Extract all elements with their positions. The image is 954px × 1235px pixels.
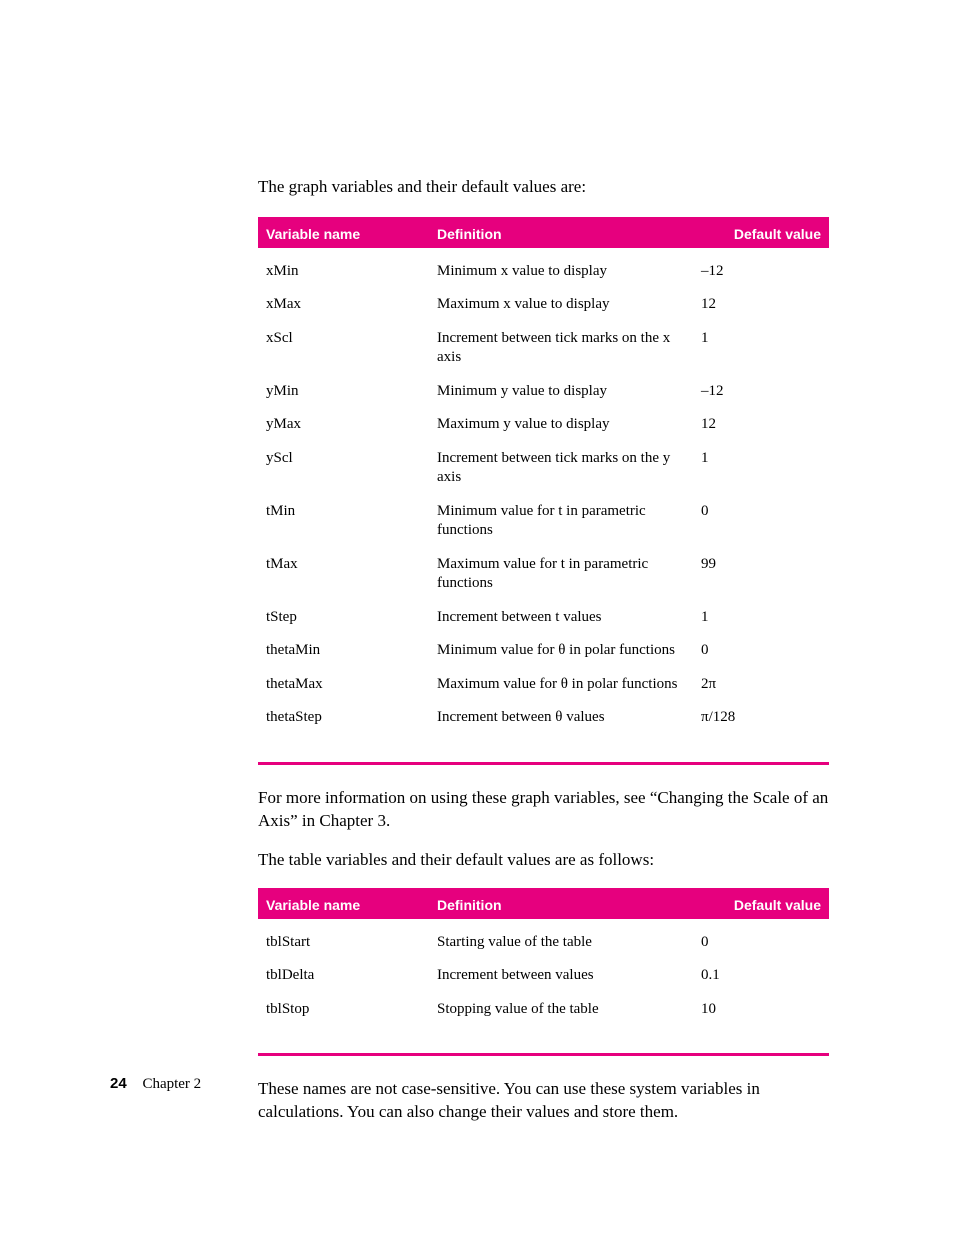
table-row: yMinMinimum y value to display–12 [258, 375, 829, 409]
table-header-row: Variable name Definition Default value [258, 218, 829, 248]
cell-variable-name: yMax [258, 408, 429, 442]
table-variables-table-wrap: Variable name Definition Default value t… [258, 888, 829, 1057]
table-row: thetaMinMinimum value for θ in polar fun… [258, 634, 829, 668]
table-variables-tbody: tblStartStarting value of the table0tblD… [258, 919, 829, 1034]
cell-default-value: 10 [693, 993, 829, 1034]
table-row: tMinMinimum value for t in parametric fu… [258, 495, 829, 548]
cell-definition: Minimum x value to display [429, 248, 693, 289]
table-row: ySclIncrement between tick marks on the … [258, 442, 829, 495]
cell-default-value: 99 [693, 548, 829, 601]
table-row: yMaxMaximum y value to display12 [258, 408, 829, 442]
page-container: The graph variables and their default va… [0, 0, 954, 1235]
cell-default-value: –12 [693, 375, 829, 409]
cell-default-value: 2π [693, 668, 829, 702]
col-header-def: Definition [429, 889, 693, 919]
cell-variable-name: tblDelta [258, 959, 429, 993]
cell-default-value: 1 [693, 601, 829, 635]
cell-definition: Maximum x value to display [429, 288, 693, 322]
table-row: tblStopStopping value of the table10 [258, 993, 829, 1034]
cell-default-value: 0.1 [693, 959, 829, 993]
table-row: thetaStepIncrement between θ valuesπ/128 [258, 701, 829, 742]
cell-default-value: 12 [693, 288, 829, 322]
cell-variable-name: xScl [258, 322, 429, 375]
cell-variable-name: thetaMin [258, 634, 429, 668]
intro-paragraph-2: The table variables and their default va… [258, 849, 829, 872]
cell-definition: Increment between θ values [429, 701, 693, 742]
col-header-default: Default value [693, 889, 829, 919]
cell-variable-name: thetaMax [258, 668, 429, 702]
cell-definition: Increment between t values [429, 601, 693, 635]
cell-definition: Increment between tick marks on the x ax… [429, 322, 693, 375]
table-row: thetaMaxMaximum value for θ in polar fun… [258, 668, 829, 702]
cell-variable-name: tblStop [258, 993, 429, 1034]
table-variables-table: Variable name Definition Default value t… [258, 888, 829, 1034]
page-footer: 24 Chapter 2 [110, 1075, 201, 1093]
cell-variable-name: yMin [258, 375, 429, 409]
cell-definition: Starting value of the table [429, 919, 693, 960]
cell-variable-name: thetaStep [258, 701, 429, 742]
page-number: 24 [110, 1075, 127, 1092]
cell-definition: Maximum value for θ in polar functions [429, 668, 693, 702]
cell-variable-name: xMin [258, 248, 429, 289]
cell-variable-name: yScl [258, 442, 429, 495]
table-row: tStepIncrement between t values1 [258, 601, 829, 635]
table-bottom-rule [258, 1053, 829, 1056]
cell-default-value: 0 [693, 634, 829, 668]
cell-variable-name: tMax [258, 548, 429, 601]
cell-default-value: 0 [693, 495, 829, 548]
cell-default-value: π/128 [693, 701, 829, 742]
chapter-label: Chapter 2 [142, 1076, 201, 1092]
table-row: tblStartStarting value of the table0 [258, 919, 829, 960]
table-row: tblDeltaIncrement between values0.1 [258, 959, 829, 993]
cell-definition: Minimum value for t in parametric functi… [429, 495, 693, 548]
table-header-row: Variable name Definition Default value [258, 889, 829, 919]
cell-variable-name: tblStart [258, 919, 429, 960]
graph-variables-table-wrap: Variable name Definition Default value x… [258, 217, 829, 765]
graph-variables-table: Variable name Definition Default value x… [258, 217, 829, 742]
col-header-default: Default value [693, 218, 829, 248]
intro-paragraph: The graph variables and their default va… [258, 175, 829, 199]
cell-definition: Increment between values [429, 959, 693, 993]
table-row: xSclIncrement between tick marks on the … [258, 322, 829, 375]
cell-default-value: 1 [693, 322, 829, 375]
col-header-name: Variable name [258, 218, 429, 248]
table-row: xMaxMaximum x value to display12 [258, 288, 829, 322]
cell-definition: Maximum y value to display [429, 408, 693, 442]
cell-default-value: –12 [693, 248, 829, 289]
table-bottom-rule [258, 762, 829, 765]
cell-default-value: 1 [693, 442, 829, 495]
cell-variable-name: tStep [258, 601, 429, 635]
body-paragraph-2: These names are not case-sensitive. You … [258, 1078, 829, 1124]
cell-definition: Stopping value of the table [429, 993, 693, 1034]
col-header-def: Definition [429, 218, 693, 248]
cell-definition: Maximum value for t in parametric functi… [429, 548, 693, 601]
col-header-name: Variable name [258, 889, 429, 919]
cell-variable-name: tMin [258, 495, 429, 548]
cell-default-value: 12 [693, 408, 829, 442]
cell-variable-name: xMax [258, 288, 429, 322]
cell-definition: Minimum y value to display [429, 375, 693, 409]
table-row: xMinMinimum x value to display–12 [258, 248, 829, 289]
cell-default-value: 0 [693, 919, 829, 960]
body-paragraph: For more information on using these grap… [258, 787, 829, 833]
table-row: tMaxMaximum value for t in parametric fu… [258, 548, 829, 601]
cell-definition: Minimum value for θ in polar functions [429, 634, 693, 668]
cell-definition: Increment between tick marks on the y ax… [429, 442, 693, 495]
graph-variables-tbody: xMinMinimum x value to display–12xMaxMax… [258, 248, 829, 742]
